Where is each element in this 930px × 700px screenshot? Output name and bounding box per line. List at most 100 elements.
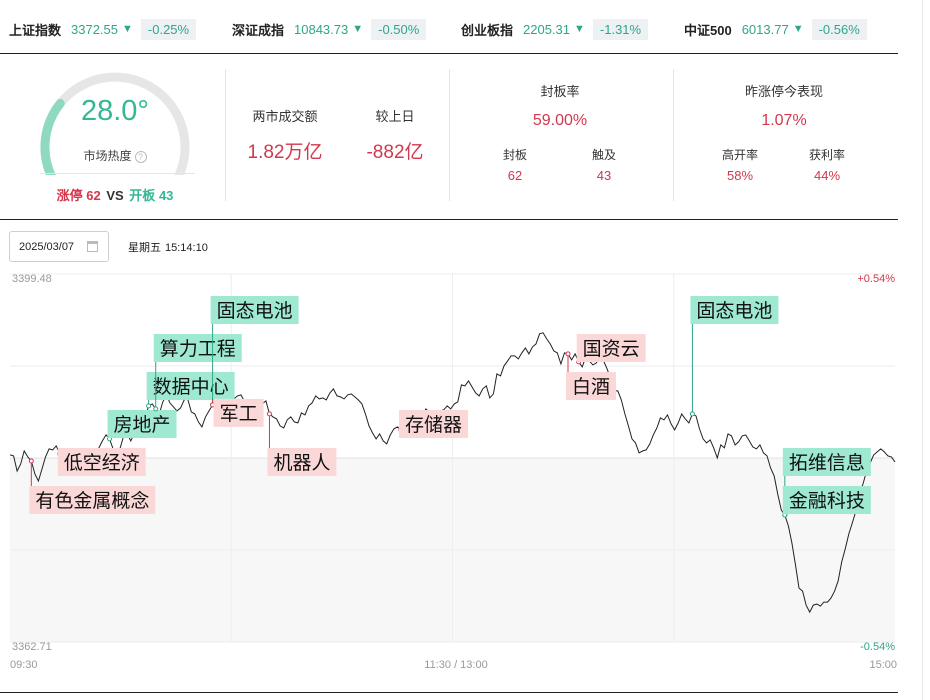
annotation-tag-label: 固态电池: [696, 300, 772, 322]
x-tick-label: 09:30: [10, 659, 38, 671]
divider: [673, 69, 674, 201]
yesterday-title: 昨涨停今表现: [744, 84, 823, 99]
annotation-tag-bg: [782, 486, 871, 514]
time: 15:14:10: [165, 242, 208, 254]
heat-label: 市场热度: [83, 149, 132, 163]
down-arrow-icon: ▼: [792, 23, 804, 35]
index-change: -0.25%: [140, 18, 197, 40]
down-arrow-icon: ▼: [122, 23, 133, 35]
turnover-value: 1.82万亿: [247, 142, 323, 163]
annotation-dot: [689, 411, 695, 417]
annotation-tag-bg: [29, 486, 156, 514]
heat-gauge-arc: [40, 72, 190, 175]
index-change: -1.31%: [592, 18, 649, 40]
divider: [0, 692, 898, 693]
index-item-sse[interactable]: 上证指数 3372.55 ▼ -0.25%: [9, 18, 197, 40]
opened-label: 开板: [129, 188, 156, 203]
date-picker[interactable]: 2025/03/07: [9, 231, 109, 262]
heat-value: 28.0°: [80, 95, 150, 127]
scrollbar-track[interactable]: [922, 0, 930, 700]
annotation-tag-bg: [782, 448, 871, 476]
annotation-tag-bg: [213, 398, 264, 427]
index-name: 中证500: [684, 22, 732, 38]
annotation-tag-bg: [146, 372, 235, 400]
annotation-tag-label: 房地产: [114, 414, 171, 436]
annotation-tag-label: 拓维信息: [789, 452, 865, 474]
down-arrow-icon: ▼: [352, 23, 364, 35]
index-price: 3372.55: [71, 21, 119, 37]
y-max-label: 3399.48: [12, 273, 52, 285]
index-name: 深证成指: [232, 22, 285, 38]
x-tick-label: 15:00: [869, 659, 897, 671]
yesterday-value: 1.07%: [761, 112, 807, 129]
date-value: 2025/03/07: [19, 241, 75, 253]
heat-label-row: 市场热度?: [30, 147, 200, 164]
touched-label: 触及: [591, 148, 616, 162]
index-item-csi500[interactable]: 中证500 6013.77 ▼ -0.56%: [684, 18, 867, 40]
index-bar: 上证指数 3372.55 ▼ -0.25% 深证成指 10843.73 ▼ -0…: [0, 0, 898, 54]
annotation-tag-bg: [210, 296, 299, 324]
annotation-dot: [28, 458, 34, 464]
sealed-value: 62: [507, 168, 523, 183]
annotation-tag-bg: [566, 372, 617, 400]
market-heat-gauge: 28.0° 市场热度? 涨停 62 VS 开板 43: [30, 65, 200, 205]
seal-rate-value: 59.00%: [532, 112, 588, 129]
sealed-label: 封板: [502, 148, 527, 162]
limit-up-count: 62: [86, 188, 101, 203]
high-open-label: 高开率: [721, 148, 758, 162]
y-min-label: 3362.71: [12, 641, 52, 653]
annotation-tag-bg: [153, 334, 242, 362]
index-price: 2205.31: [523, 21, 571, 37]
help-icon[interactable]: ?: [134, 150, 147, 163]
annotation-tag-label: 存储器: [405, 414, 462, 436]
index-price: 6013.77: [741, 21, 789, 37]
annotation-dot: [146, 403, 152, 409]
annotation-tag-bg: [690, 296, 779, 324]
annotation-tag-bg: [57, 448, 146, 476]
limit-up-label: 涨停: [56, 188, 83, 203]
intraday-chart-svg: 3399.48 3362.71 +0.54% -0.54% 09:30 11:30 / 1…: [9, 273, 897, 671]
index-item-szse[interactable]: 深证成指 10843.73 ▼ -0.50%: [232, 18, 427, 40]
annotation-tag-label: 机器人: [273, 452, 330, 474]
profit-value: 44%: [813, 168, 841, 183]
market-stats-panel: 28.0° 市场热度? 涨停 62 VS 开板 43 两市成交额 1.82万亿 …: [0, 55, 898, 220]
calendar-icon[interactable]: [87, 241, 98, 252]
divider: [40, 173, 195, 174]
annotation-dot: [266, 411, 272, 417]
annotation-tag-label: 有色金属概念: [35, 489, 149, 512]
current-datetime: 星期五 15:14:10: [128, 239, 208, 255]
pct-max-label: +0.54%: [857, 273, 895, 285]
turnover-diff-label: 较上日: [375, 109, 415, 124]
gauge-fill: [40, 98, 65, 175]
weekday: 星期五: [128, 242, 161, 254]
annotation-tag-bg: [398, 410, 468, 438]
divider: [449, 69, 450, 201]
annotation-tag-bg: [267, 448, 337, 476]
annotation-tag-label: 金融科技: [789, 490, 865, 512]
vs-label: VS: [106, 188, 124, 203]
annotation-dot: [153, 406, 159, 412]
index-change: -0.56%: [811, 18, 867, 40]
profit-label: 获利率: [808, 148, 845, 162]
annotation-tag-label: 国资云: [583, 338, 640, 360]
annotation-tag-bg: [576, 334, 646, 362]
intraday-chart: 3399.48 3362.71 +0.54% -0.54% 09:30 11:30 / 1…: [0, 262, 930, 700]
annotation-tag-label: 固态电池: [217, 300, 293, 322]
divider: [225, 69, 226, 201]
annotation-tag-label: 低空经济: [64, 452, 140, 474]
annotation-tag-bg: [107, 410, 177, 438]
turnover-diff-value: -882亿: [366, 142, 424, 163]
index-price: 10843.73: [294, 21, 349, 37]
opened-count: 43: [158, 188, 174, 203]
index-item-chinext[interactable]: 创业板指 2205.31 ▼ -1.31%: [461, 18, 649, 40]
index-name: 创业板指: [461, 22, 514, 38]
annotation-tag-label: 白酒: [572, 376, 610, 398]
touched-value: 43: [596, 168, 612, 183]
pct-min-label: -0.54%: [860, 641, 895, 653]
index-change: -0.50%: [371, 18, 427, 40]
limit-counts: 涨停 62 VS 开板 43: [30, 185, 200, 204]
down-arrow-icon: ▼: [574, 23, 585, 35]
annotation-tag-label: 军工: [220, 403, 258, 425]
high-open-value: 58%: [726, 168, 754, 183]
turnover-label: 两市成交额: [252, 109, 318, 124]
